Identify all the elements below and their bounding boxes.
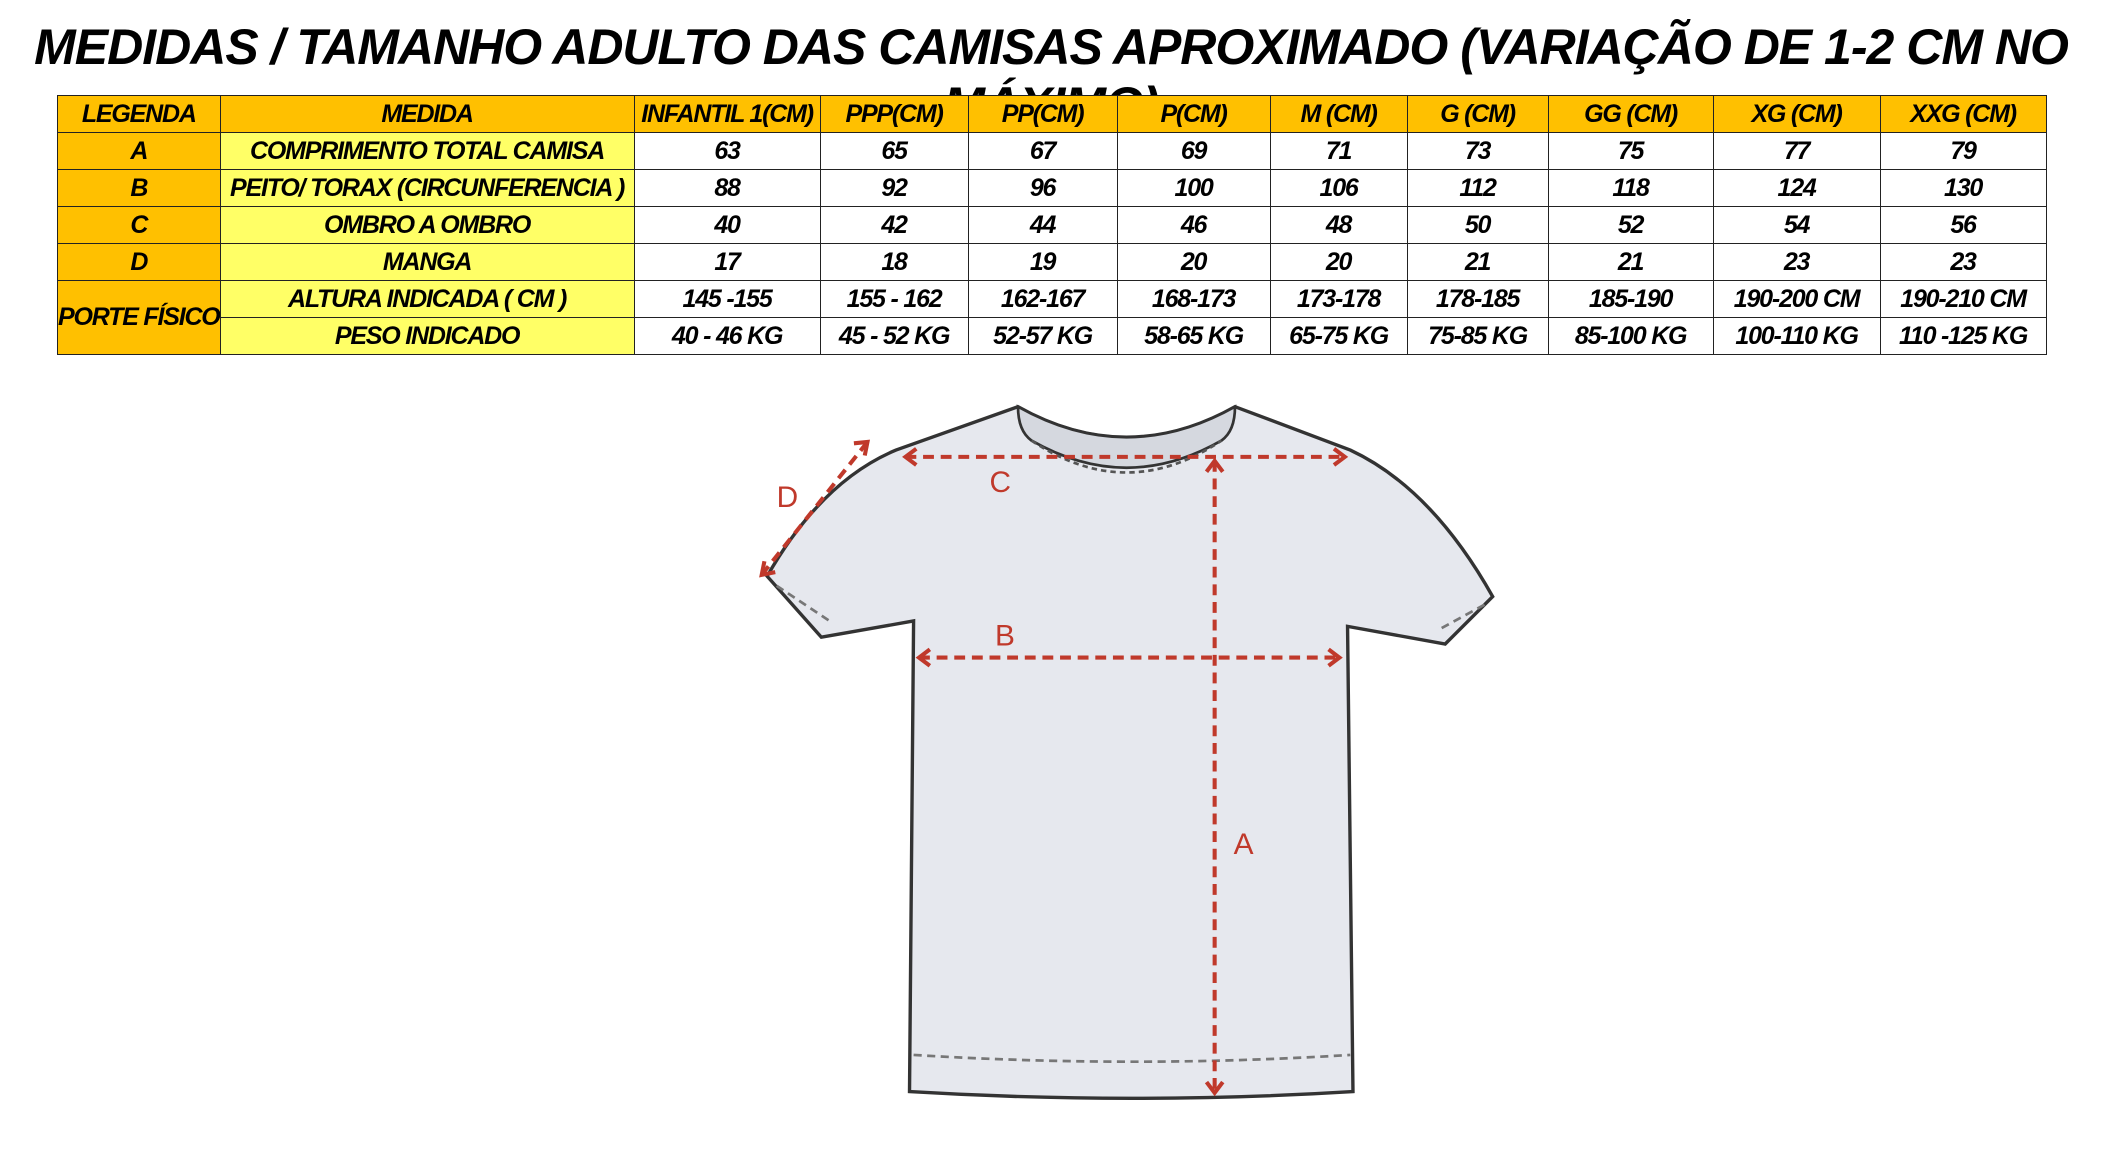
collar-stitch bbox=[1030, 439, 1223, 474]
legend-cell: PORTE FÍSICO bbox=[57, 280, 221, 355]
value-cell: 88 bbox=[633, 169, 821, 207]
table-row: C OMBRO A OMBRO 40 42 44 46 48 50 52 54 56 bbox=[57, 206, 2047, 244]
value-cell: 50 bbox=[1406, 206, 1549, 244]
measure-cell: PESO INDICADO bbox=[219, 317, 635, 355]
value-cell: 79 bbox=[1879, 132, 2047, 170]
value-cell: 44 bbox=[967, 206, 1118, 244]
value-cell: 52-57 KG bbox=[967, 317, 1118, 355]
legend-cell: C bbox=[57, 206, 221, 244]
table-row: D MANGA 17 18 19 20 20 21 21 23 23 bbox=[57, 243, 2047, 281]
measure-cell: OMBRO A OMBRO bbox=[219, 206, 635, 244]
table-row: B PEITO/ TORAX (CIRCUNFERENCIA ) 88 92 96 100… bbox=[57, 169, 2047, 207]
label-b: B bbox=[995, 619, 1015, 652]
value-cell: 58-65 KG bbox=[1116, 317, 1271, 355]
value-cell: 96 bbox=[967, 169, 1118, 207]
measure-lines bbox=[760, 440, 1345, 1093]
value-cell: 65-75 KG bbox=[1269, 317, 1408, 355]
value-cell: 124 bbox=[1712, 169, 1881, 207]
arrowheads bbox=[759, 439, 1349, 1097]
header-cell: PPP(CM) bbox=[819, 95, 969, 133]
label-c: C bbox=[990, 466, 1012, 499]
shirt bbox=[765, 404, 1495, 1101]
value-cell: 77 bbox=[1712, 132, 1881, 170]
value-cell: 92 bbox=[819, 169, 969, 207]
label-a: A bbox=[1234, 828, 1254, 861]
value-cell: 19 bbox=[967, 243, 1118, 281]
value-cell: 190-210 CM bbox=[1879, 280, 2047, 318]
table-row: A COMPRIMENTO TOTAL CAMISA 63 65 67 69 71 73 75 7… bbox=[57, 132, 2047, 170]
value-cell: 190-200 CM bbox=[1712, 280, 1881, 318]
table-row: PORTE FÍSICO ALTURA INDICADA ( CM ) 145 -1… bbox=[57, 280, 2047, 355]
value-cell: 130 bbox=[1879, 169, 2047, 207]
header-cell: LEGENDA bbox=[57, 95, 221, 133]
collar bbox=[1016, 404, 1237, 469]
size-table: LEGENDA MEDIDA INFANTIL 1(CM) PPP(CM) PP(CM)… bbox=[57, 95, 2047, 355]
value-cell: 185-190 bbox=[1547, 280, 1714, 318]
value-cell: 75 bbox=[1547, 132, 1714, 170]
header-cell: M (CM) bbox=[1269, 95, 1408, 133]
value-cell: 110 -125 KG bbox=[1879, 317, 2047, 355]
shirt-diagram: C B A D bbox=[759, 404, 1495, 1101]
value-cell: 75-85 KG bbox=[1406, 317, 1549, 355]
value-cell: 173-178 bbox=[1269, 280, 1408, 318]
value-cell: 42 bbox=[819, 206, 969, 244]
value-cell: 23 bbox=[1712, 243, 1881, 281]
value-cell: 18 bbox=[819, 243, 969, 281]
value-cell: 118 bbox=[1547, 169, 1714, 207]
value-cell: 168-173 bbox=[1116, 280, 1271, 318]
value-cell: 52 bbox=[1547, 206, 1714, 244]
value-cell: 69 bbox=[1116, 132, 1271, 170]
legend-cell: D bbox=[57, 243, 221, 281]
hem-stitch bbox=[775, 584, 1486, 1064]
header-cell: PP(CM) bbox=[967, 95, 1118, 133]
value-cell: 67 bbox=[967, 132, 1118, 170]
value-cell: 100 bbox=[1116, 169, 1271, 207]
value-cell: 106 bbox=[1269, 169, 1408, 207]
table-row: PESO INDICADO 40 - 46 KG 45 - 52 KG 52-57 K… bbox=[58, 317, 2047, 355]
line-d bbox=[760, 440, 870, 577]
value-cell: 40 bbox=[633, 206, 821, 244]
header-cell: G (CM) bbox=[1406, 95, 1549, 133]
value-cell: 112 bbox=[1406, 169, 1549, 207]
value-cell: 145 -155 bbox=[633, 280, 821, 318]
measure-cell: PEITO/ TORAX (CIRCUNFERENCIA ) bbox=[219, 169, 635, 207]
value-cell: 54 bbox=[1712, 206, 1881, 244]
label-d: D bbox=[777, 481, 799, 514]
value-cell: 21 bbox=[1406, 243, 1549, 281]
value-cell: 63 bbox=[633, 132, 821, 170]
value-cell: 48 bbox=[1269, 206, 1408, 244]
value-cell: 162-167 bbox=[967, 280, 1118, 318]
value-cell: 65 bbox=[819, 132, 969, 170]
value-cell: 178-185 bbox=[1406, 280, 1549, 318]
header-cell: XXG (CM) bbox=[1879, 95, 2047, 133]
value-cell: 21 bbox=[1547, 243, 1714, 281]
measure-cell: MANGA bbox=[219, 243, 635, 281]
legend-cell: B bbox=[57, 169, 221, 207]
value-cell: 45 - 52 KG bbox=[819, 317, 969, 355]
value-cell: 40 - 46 KG bbox=[633, 317, 821, 355]
header-cell: MEDIDA bbox=[219, 95, 635, 133]
header-cell: INFANTIL 1(CM) bbox=[633, 95, 821, 133]
header-cell: GG (CM) bbox=[1547, 95, 1714, 133]
measure-cell: ALTURA INDICADA ( CM ) bbox=[219, 280, 635, 318]
value-cell: 23 bbox=[1879, 243, 2047, 281]
value-cell: 155 - 162 bbox=[819, 280, 969, 318]
value-cell: 100-110 KG bbox=[1712, 317, 1881, 355]
measure-cell: COMPRIMENTO TOTAL CAMISA bbox=[219, 132, 635, 170]
value-cell: 17 bbox=[633, 243, 821, 281]
value-cell: 46 bbox=[1116, 206, 1271, 244]
legend-cell: A bbox=[57, 132, 221, 170]
value-cell: 20 bbox=[1116, 243, 1271, 281]
value-cell: 85-100 KG bbox=[1547, 317, 1714, 355]
value-cell: 73 bbox=[1406, 132, 1549, 170]
table-row: LEGENDA MEDIDA INFANTIL 1(CM) PPP(CM) PP(CM)… bbox=[57, 95, 2047, 133]
value-cell: 56 bbox=[1879, 206, 2047, 244]
header-cell: XG (CM) bbox=[1712, 95, 1881, 133]
labels: C B A D bbox=[777, 466, 1254, 861]
value-cell: 20 bbox=[1269, 243, 1408, 281]
header-cell: P(CM) bbox=[1116, 95, 1271, 133]
value-cell: 71 bbox=[1269, 132, 1408, 170]
